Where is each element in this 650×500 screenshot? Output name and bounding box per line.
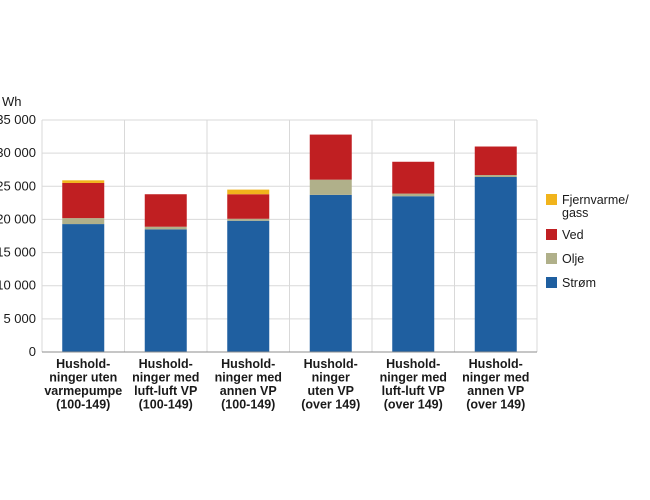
bar-segment-olje [474,175,517,178]
y-tick-label: 0 [29,344,36,359]
y-tick-label: 25 000 [0,178,36,193]
category-label: Hushold-ninger uten VP (over 149) [301,357,360,412]
legend: Fjernvarme/gass Ved Olje Strøm [546,193,629,290]
legend-swatch [546,194,557,205]
legend-label: Ved [562,228,584,242]
category-label: Hushold-ninger med luft-luft VP (over 149) [380,357,447,412]
bar-segment-str-m [309,194,352,352]
bar-segment-olje [144,226,187,230]
legend-swatch [546,229,557,240]
axis-layer: 0 5 000 10 000 15 000 20 000 25 000 30 000 35 0… [0,112,537,412]
bar-segment-str-m [227,220,270,352]
bar-segment-ved [62,182,105,219]
y-tick-label: 15 000 [0,245,36,260]
y-axis-unit-label: Wh [2,94,22,109]
bar-segment-str-m [474,177,517,352]
bars-layer [62,134,517,352]
bar-segment-ved [474,146,517,176]
y-tick-label: 30 000 [0,145,36,160]
bar-segment-ved [309,134,352,180]
legend-swatch [546,253,557,264]
bar-segment-ved [392,161,435,194]
grid-layer [41,119,538,352]
y-tick-label: 10 000 [0,278,36,293]
legend-label: Olje [562,252,584,266]
bar-segment-olje [392,193,435,197]
bar-segment-olje [62,218,105,225]
legend-swatch [546,277,557,288]
bar-segment-fjernvarme-gass [227,189,270,195]
category-label: Hushold-ninger med annen VP (100-149) [215,357,282,412]
y-tick-label: 35 000 [0,112,36,127]
category-label: Hushold-ninger med luft-luft VP (100-149) [132,357,199,412]
bar-segment-str-m [392,196,435,352]
bar-segment-str-m [62,224,105,352]
bar-segment-olje [227,218,270,221]
legend-label: Strøm [562,276,596,290]
bar-segment-ved [227,194,270,219]
bar-segment-olje [309,179,352,195]
y-tick-label: 5 000 [3,311,36,326]
y-tick-label: 20 000 [0,211,36,226]
bar-segment-str-m [144,229,187,352]
bar-segment-fjernvarme-gass [62,180,105,183]
bar-segment-ved [144,194,187,227]
category-label: Hushold-ninger uten varmepumpe (100-149) [44,357,122,412]
legend-label: Fjernvarme/gass [562,193,629,220]
category-label: Hushold-ninger med annen VP (over 149) [462,357,529,412]
